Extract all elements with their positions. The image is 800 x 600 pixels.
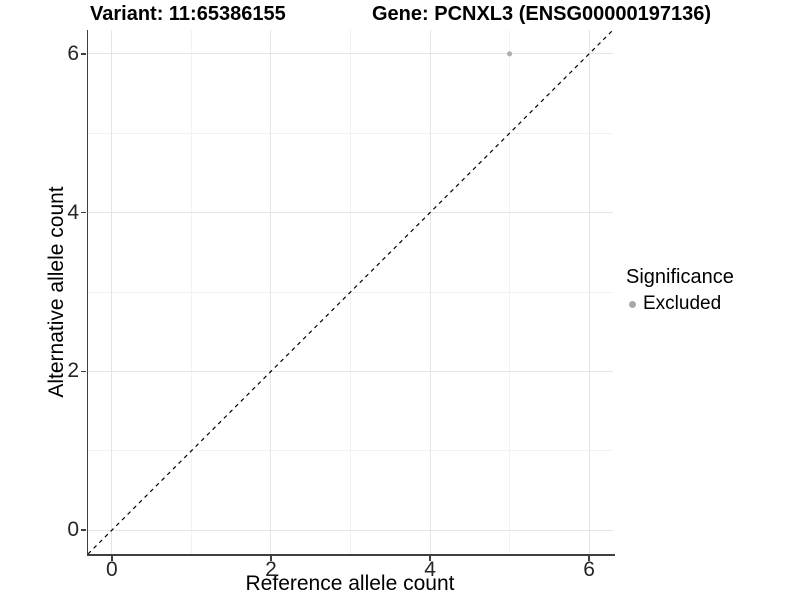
- x-axis-title: Reference allele count: [245, 572, 455, 595]
- y-axis-line: [86, 30, 88, 556]
- y-tick-label: 6: [67, 41, 79, 65]
- x-tick-label: 0: [106, 558, 118, 581]
- x-tick-mark: [270, 556, 272, 561]
- identity-line: [87, 29, 614, 555]
- x-tick-mark: [111, 556, 113, 561]
- legend-item-excluded: Excluded: [626, 293, 734, 315]
- x-axis-line: [86, 554, 615, 556]
- legend: Significance Excluded: [626, 266, 734, 315]
- grid-major-horizontal: [88, 53, 613, 55]
- grid-minor-horizontal: [88, 450, 613, 452]
- y-tick-mark: [81, 211, 86, 214]
- y-tick-mark: [81, 370, 86, 373]
- grid-major-vertical: [270, 30, 272, 554]
- grid-major-horizontal: [88, 370, 613, 372]
- y-axis-title: Alternative allele count: [45, 186, 68, 398]
- x-tick-label: 4: [424, 558, 436, 581]
- y-tick-label: 4: [67, 200, 79, 224]
- grid-major-horizontal: [88, 212, 613, 214]
- y-tick-label: 0: [67, 518, 79, 542]
- y-tick-mark: [81, 53, 86, 55]
- legend-item-label: Excluded: [643, 293, 722, 314]
- x-tick-label: 6: [583, 558, 595, 581]
- grid-major-vertical: [429, 30, 431, 554]
- grid-major-horizontal: [88, 529, 613, 531]
- gene-title: Gene: PCNXL3 (ENSG00000197136): [372, 3, 712, 25]
- x-tick-mark: [429, 556, 431, 561]
- y-tick-label: 2: [67, 359, 79, 383]
- legend-title: Significance: [626, 266, 734, 288]
- grid-major-vertical: [111, 30, 113, 554]
- plot-panel: [87, 29, 614, 555]
- legend-marker-icon: [629, 300, 636, 308]
- x-tick-mark: [588, 556, 590, 561]
- x-tick-label: 2: [265, 558, 277, 581]
- grid-minor-horizontal: [88, 132, 613, 134]
- y-tick-mark: [81, 529, 86, 531]
- variant-title: Variant: 11:65386155: [90, 3, 286, 25]
- panel-svg-layer: [87, 29, 614, 555]
- data-point: [506, 51, 513, 57]
- grid-major-vertical: [588, 30, 590, 554]
